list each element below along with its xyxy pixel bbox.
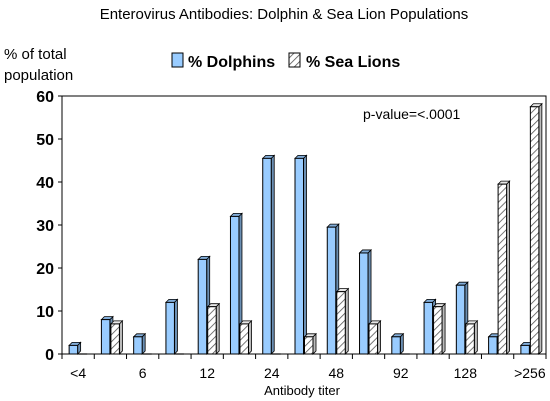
y-axis-label-line1: % of total	[4, 46, 67, 63]
y-tick-label: 40	[36, 175, 54, 192]
bar-dolphins	[229, 212, 243, 355]
x-tick-label: 12	[199, 365, 215, 381]
bar-dolphins	[261, 154, 276, 355]
bar-sea-lions	[464, 319, 479, 355]
bars	[68, 102, 543, 355]
bar-sea-lions	[109, 319, 124, 355]
bar-sea-lions	[335, 287, 350, 355]
y-tick-label: 10	[36, 304, 54, 321]
p-value-annotation: p-value=<.0001	[363, 106, 461, 122]
chart-title: Enterovirus Antibodies: Dolphin & Sea Li…	[100, 6, 469, 23]
bar-dolphins	[68, 341, 82, 355]
bar-sea-lions	[529, 102, 543, 355]
bar-sea-lions	[303, 332, 317, 355]
legend-swatch-sea-lions	[288, 52, 301, 68]
bar-dolphins	[164, 298, 179, 355]
x-tick-label: 6	[139, 365, 147, 381]
legend-label-sea-lions: % Sea Lions	[306, 54, 400, 71]
bar-sea-lions	[368, 319, 382, 355]
bar-sea-lions	[432, 302, 447, 355]
y-axis: 0 10 20 30 40 50 60	[36, 89, 62, 364]
bar-sea-lions	[239, 319, 253, 355]
y-axis-label-line2: population	[4, 67, 73, 84]
x-tick-label: <4	[70, 365, 86, 381]
bar-dolphins	[294, 154, 308, 355]
y-tick-label: 50	[36, 132, 54, 149]
bar-sea-lions	[206, 302, 221, 355]
x-axis-label: Antibody titer	[264, 383, 341, 398]
x-tick-label: 24	[264, 365, 280, 381]
y-tick-label: 0	[45, 347, 54, 364]
bar-dolphins	[132, 332, 147, 355]
y-tick-label: 60	[36, 89, 54, 106]
x-tick-label: >256	[514, 365, 546, 381]
legend-swatch-dolphins	[171, 52, 184, 68]
y-tick-label: 20	[36, 261, 54, 278]
x-axis: <4 6 12 24 48 92 128 >256	[61, 354, 547, 381]
x-tick-label: 48	[328, 365, 344, 381]
bar-sea-lions	[497, 180, 511, 355]
y-tick-label: 30	[36, 218, 54, 235]
x-tick-label: 128	[454, 365, 478, 381]
bar-dolphins	[390, 332, 405, 355]
legend-label-dolphins: % Dolphins	[188, 54, 275, 71]
x-tick-label: 92	[393, 365, 409, 381]
legend: % Dolphins % Sea Lions	[171, 52, 400, 71]
